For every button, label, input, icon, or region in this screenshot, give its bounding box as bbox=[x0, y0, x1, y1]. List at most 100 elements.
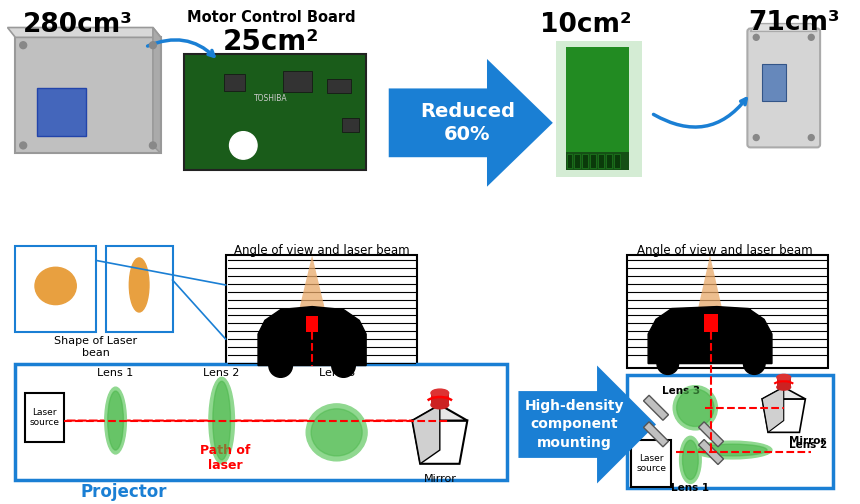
FancyBboxPatch shape bbox=[627, 256, 828, 368]
Ellipse shape bbox=[679, 436, 701, 483]
Text: Laser
source: Laser source bbox=[636, 454, 666, 473]
Circle shape bbox=[230, 132, 257, 159]
Polygon shape bbox=[698, 439, 723, 465]
Text: TOSHIBA: TOSHIBA bbox=[254, 94, 287, 103]
FancyBboxPatch shape bbox=[25, 393, 64, 442]
Ellipse shape bbox=[677, 389, 714, 426]
Circle shape bbox=[753, 34, 759, 40]
Text: 280cm³: 280cm³ bbox=[23, 12, 133, 38]
Text: Lens 3: Lens 3 bbox=[318, 368, 355, 379]
Circle shape bbox=[20, 42, 27, 49]
FancyBboxPatch shape bbox=[590, 154, 596, 168]
Polygon shape bbox=[412, 420, 467, 464]
Polygon shape bbox=[412, 405, 467, 420]
Ellipse shape bbox=[673, 386, 717, 430]
Polygon shape bbox=[762, 387, 783, 432]
Ellipse shape bbox=[777, 384, 790, 390]
Polygon shape bbox=[664, 309, 760, 334]
FancyBboxPatch shape bbox=[37, 88, 86, 136]
Ellipse shape bbox=[306, 404, 367, 461]
FancyBboxPatch shape bbox=[224, 74, 245, 91]
Polygon shape bbox=[643, 422, 668, 447]
Ellipse shape bbox=[35, 267, 77, 304]
Circle shape bbox=[150, 142, 157, 149]
FancyBboxPatch shape bbox=[556, 41, 642, 177]
Polygon shape bbox=[750, 24, 817, 31]
FancyBboxPatch shape bbox=[184, 54, 366, 170]
FancyBboxPatch shape bbox=[15, 37, 161, 153]
FancyBboxPatch shape bbox=[614, 154, 620, 168]
Ellipse shape bbox=[431, 401, 449, 409]
Text: Motor Control Board: Motor Control Board bbox=[187, 10, 355, 25]
Polygon shape bbox=[698, 422, 723, 447]
FancyBboxPatch shape bbox=[606, 154, 611, 168]
FancyBboxPatch shape bbox=[15, 363, 507, 479]
Text: High-density
component
mounting: High-density component mounting bbox=[525, 399, 624, 450]
Polygon shape bbox=[519, 365, 656, 483]
Text: Mirror: Mirror bbox=[423, 474, 457, 484]
FancyBboxPatch shape bbox=[566, 47, 630, 170]
Circle shape bbox=[743, 353, 765, 374]
FancyBboxPatch shape bbox=[704, 314, 718, 332]
Circle shape bbox=[150, 42, 157, 49]
FancyBboxPatch shape bbox=[567, 154, 573, 168]
FancyBboxPatch shape bbox=[106, 245, 173, 332]
Text: Mirror: Mirror bbox=[789, 436, 826, 446]
Circle shape bbox=[808, 135, 814, 141]
Circle shape bbox=[20, 142, 27, 149]
Text: Lens 1: Lens 1 bbox=[672, 483, 709, 493]
Text: Lens 2: Lens 2 bbox=[789, 440, 826, 450]
FancyBboxPatch shape bbox=[306, 317, 318, 332]
Circle shape bbox=[332, 354, 355, 377]
Text: Path of
laser: Path of laser bbox=[200, 444, 251, 472]
Ellipse shape bbox=[693, 441, 772, 459]
FancyBboxPatch shape bbox=[283, 71, 312, 92]
FancyBboxPatch shape bbox=[747, 29, 820, 147]
Text: Projector: Projector bbox=[80, 483, 167, 501]
Text: Laser
source: Laser source bbox=[30, 408, 60, 427]
Polygon shape bbox=[389, 59, 553, 186]
Ellipse shape bbox=[212, 381, 230, 460]
Ellipse shape bbox=[129, 258, 149, 312]
Text: Angle of view and laser beam: Angle of view and laser beam bbox=[637, 244, 813, 257]
Polygon shape bbox=[648, 306, 772, 363]
Polygon shape bbox=[8, 28, 161, 37]
Polygon shape bbox=[762, 399, 805, 432]
Polygon shape bbox=[412, 405, 439, 464]
Ellipse shape bbox=[311, 409, 362, 456]
FancyBboxPatch shape bbox=[566, 152, 630, 170]
Ellipse shape bbox=[105, 387, 126, 454]
FancyBboxPatch shape bbox=[15, 245, 96, 332]
Circle shape bbox=[808, 34, 814, 40]
FancyBboxPatch shape bbox=[341, 118, 359, 132]
Ellipse shape bbox=[209, 377, 235, 464]
Polygon shape bbox=[693, 256, 727, 329]
FancyBboxPatch shape bbox=[327, 79, 352, 93]
Ellipse shape bbox=[431, 389, 449, 397]
Text: 10cm²: 10cm² bbox=[539, 12, 631, 38]
Circle shape bbox=[753, 135, 759, 141]
Text: Shape of Laser
bean: Shape of Laser bean bbox=[54, 336, 138, 358]
Ellipse shape bbox=[698, 444, 767, 456]
Text: Angle of view and laser beam: Angle of view and laser beam bbox=[234, 244, 409, 257]
FancyBboxPatch shape bbox=[574, 154, 580, 168]
Polygon shape bbox=[294, 256, 329, 329]
Ellipse shape bbox=[683, 440, 698, 479]
Text: Reduced
60%: Reduced 60% bbox=[420, 102, 515, 144]
FancyBboxPatch shape bbox=[431, 393, 449, 405]
Polygon shape bbox=[153, 28, 161, 153]
Text: Lens 1: Lens 1 bbox=[97, 368, 133, 379]
FancyBboxPatch shape bbox=[627, 375, 832, 488]
Ellipse shape bbox=[108, 391, 124, 450]
FancyBboxPatch shape bbox=[777, 377, 790, 387]
FancyBboxPatch shape bbox=[582, 154, 588, 168]
Text: Lens 3: Lens 3 bbox=[661, 386, 700, 396]
FancyBboxPatch shape bbox=[598, 154, 604, 168]
Polygon shape bbox=[274, 310, 349, 334]
Polygon shape bbox=[643, 395, 668, 420]
Circle shape bbox=[269, 354, 292, 377]
Text: 71cm³: 71cm³ bbox=[748, 10, 839, 36]
FancyBboxPatch shape bbox=[631, 440, 671, 487]
FancyBboxPatch shape bbox=[225, 256, 417, 373]
Ellipse shape bbox=[777, 374, 790, 381]
